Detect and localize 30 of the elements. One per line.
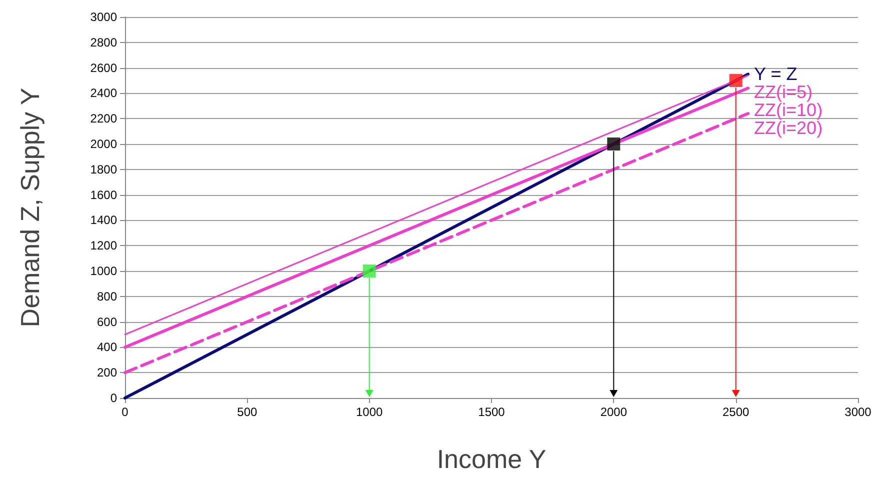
- y-tick-label: 1000: [90, 264, 118, 278]
- y-tick-label: 2000: [90, 137, 118, 151]
- y-tick-label: 2800: [90, 35, 118, 50]
- series-label: ZZ(i=5): [754, 82, 813, 102]
- point: [607, 138, 620, 150]
- series-label: Y = Z: [754, 64, 798, 84]
- x-tick-label: 2000: [600, 405, 628, 419]
- y-tick-label: 2200: [90, 112, 118, 126]
- x-tick-label: 2500: [722, 405, 750, 419]
- x-axis-title: Income Y: [436, 444, 546, 474]
- point: [729, 74, 742, 87]
- x-tick-label: 1000: [356, 405, 384, 419]
- x-tick-label: 1500: [478, 405, 506, 419]
- y-tick-label: 1600: [90, 188, 118, 202]
- point: [362, 264, 376, 278]
- x-tick-label: 3000: [844, 405, 872, 419]
- x-tick-label: 0: [122, 405, 129, 419]
- y-tick-label: 600: [96, 314, 118, 329]
- y-tick-label: 1800: [90, 162, 118, 176]
- y-tick-label: 800: [96, 289, 118, 304]
- y-tick-label: 400: [96, 340, 118, 354]
- y-tick-label: 1200: [90, 238, 118, 253]
- y-tick-label: 1400: [90, 213, 118, 228]
- x-tick-label: 500: [237, 405, 258, 419]
- y-axis-title: Demand Z, Supply Y: [15, 88, 45, 328]
- y-tick-label: 3000: [90, 10, 118, 24]
- y-tick-label: 200: [96, 366, 118, 380]
- y-tick-label: 2600: [90, 60, 118, 75]
- y-tick-label: 2400: [90, 86, 118, 100]
- y-tick-label: 0: [110, 391, 118, 405]
